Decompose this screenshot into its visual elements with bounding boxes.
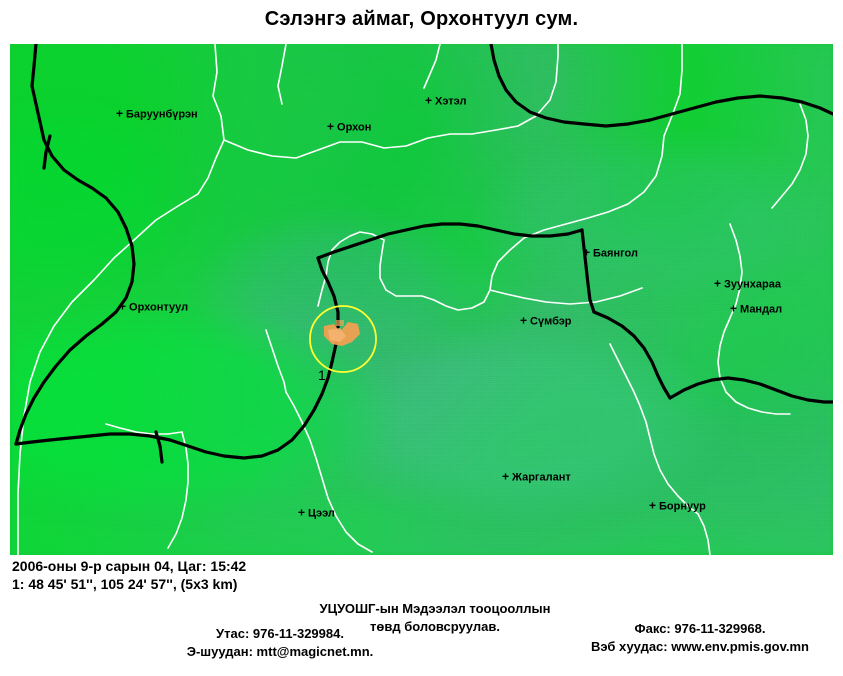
- place-marker-icon: +: [425, 93, 433, 108]
- agency-credit: УЦУОШГ-ын Мэдээлэл тооцооллын төвд болов…: [290, 600, 580, 635]
- place-marker-icon: +: [327, 119, 335, 134]
- acquisition-date: 2006-оны 9-р сарын 04, Цаг: 15:42: [12, 558, 247, 574]
- place-marker-icon: +: [730, 301, 738, 316]
- place-marker-icon: +: [116, 106, 124, 121]
- place-label-zuunkharaa: + Зуунхараа: [714, 276, 781, 291]
- hotspot-label-1: 1: [318, 367, 326, 383]
- map-vector-overlay: [14, 44, 833, 555]
- administrative-boundaries: [14, 44, 833, 464]
- place-label-orkhontuul: + Орхонтуул: [119, 299, 189, 314]
- place-marker-icon: +: [714, 276, 722, 291]
- acquisition-info: 2006-оны 9-р сарын 04, Цаг: 15:42 1: 48 …: [12, 558, 246, 593]
- hotspot-fire-pixels: [324, 320, 360, 346]
- agency-credit-line2: төвд боловсруулав.: [370, 618, 500, 634]
- place-label-bayangol: + Баянгол: [583, 245, 638, 260]
- place-label-khetel: + Хэтэл: [425, 93, 467, 108]
- river-network: [17, 44, 809, 555]
- contact-info-right: Факс: 976-11-329968. Вэб хуудас: www.env…: [560, 620, 840, 656]
- place-label-orkhon: + Орхон: [327, 119, 372, 134]
- map-image: + Баруунбүрэн + Орхон + Хэтэл + Баянгол + Зуу…: [10, 44, 833, 555]
- hotspot-circle-1[interactable]: [309, 305, 377, 373]
- contact-fax: Факс: 976-11-329968.: [634, 621, 766, 636]
- hotspot-coordinates: 1: 48 45' 51'', 105 24' 57'', (5x3 km): [12, 575, 238, 592]
- fire-pixel-overlay: [309, 305, 377, 373]
- contact-info-left: Утас: 976-11-329984. Э-шуудан: mtt@magic…: [150, 625, 410, 661]
- contact-phone: Утас: 976-11-329984.: [216, 626, 344, 641]
- place-marker-icon: +: [298, 505, 306, 520]
- place-label-baruunburen: + Баруунбүрэн: [116, 106, 198, 121]
- place-label-bornuur: + Борнуур: [649, 498, 706, 513]
- place-label-sumber: + Сүмбэр: [520, 313, 572, 328]
- place-marker-icon: +: [119, 299, 127, 314]
- place-marker-icon: +: [649, 498, 657, 513]
- place-marker-icon: +: [520, 313, 528, 328]
- contact-website[interactable]: Вэб хуудас: www.env.pmis.gov.mn: [591, 639, 809, 655]
- satellite-tint-layer: [10, 44, 833, 555]
- page-title: Сэлэнгэ аймаг, Орхонтуул сум.: [264, 8, 579, 30]
- place-marker-icon: +: [502, 469, 510, 484]
- satellite-noise-layer: [10, 44, 833, 555]
- place-label-jargalant: + Жаргалант: [502, 469, 571, 484]
- place-label-tseel: + Цээл: [298, 505, 335, 520]
- place-marker-icon: +: [583, 245, 591, 260]
- satellite-map[interactable]: + Баруунбүрэн + Орхон + Хэтэл + Баянгол + Зуу…: [10, 44, 833, 555]
- place-label-mandal: + Мандал: [730, 301, 783, 316]
- agency-credit-line1: УЦУОШГ-ын Мэдээлэл тооцооллын: [319, 601, 551, 616]
- contact-email[interactable]: Э-шуудан: mtt@magicnet.mn.: [186, 644, 374, 660]
